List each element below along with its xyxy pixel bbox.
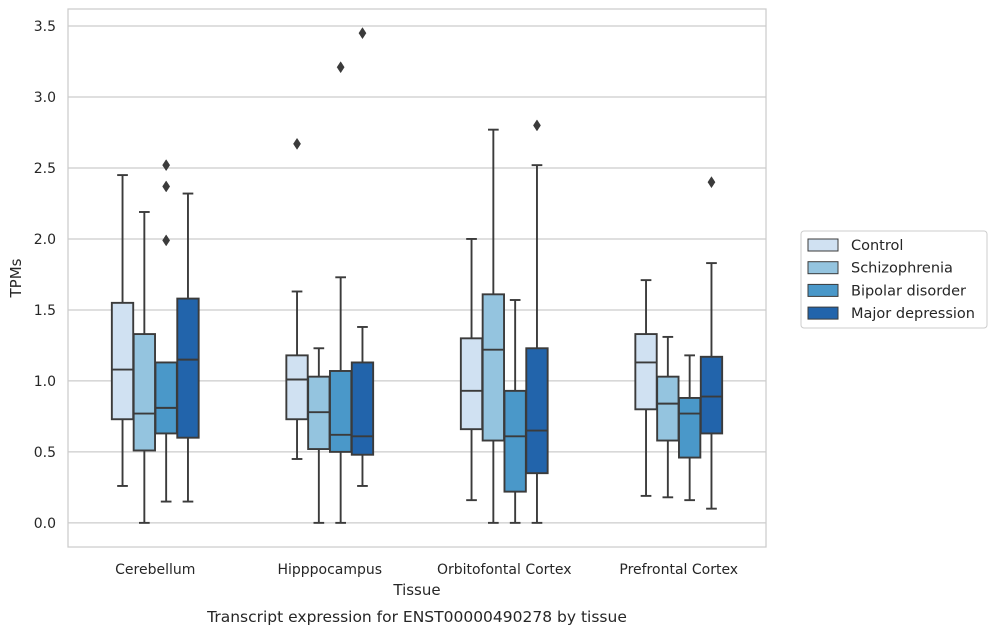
box-body	[110, 301, 135, 421]
box-body	[525, 347, 549, 475]
box-schizophrenia	[132, 211, 156, 524]
outlier-point	[162, 234, 171, 247]
box-schizophrenia	[307, 347, 331, 524]
outlier-point	[162, 180, 171, 193]
legend-label: Control	[851, 238, 903, 254]
legend-swatch	[807, 238, 839, 252]
box-bipolar-disorder	[503, 299, 527, 524]
y-axis-label: TPMs	[7, 258, 25, 298]
outlier-point	[533, 119, 541, 132]
x-axis-label: Tissue	[392, 581, 440, 599]
outlier-point	[707, 176, 716, 189]
grid-layer	[68, 25, 766, 524]
boxes-layer	[110, 27, 724, 524]
x-tick-label: Prefrontal Cortex	[619, 562, 738, 578]
box-control	[634, 279, 658, 497]
box-body	[656, 375, 680, 442]
x-tick-label: Hipppocampus	[277, 562, 382, 578]
box-body	[176, 297, 200, 439]
legend-label: Bipolar disorder	[851, 283, 966, 299]
box-bipolar-disorder	[154, 159, 178, 503]
legend-frame	[800, 230, 988, 329]
chart-caption: Transcript expression for ENST0000049027…	[206, 608, 627, 626]
y-tick-label: 3.5	[34, 19, 56, 35]
legend: Control Schizophrenia Bipolar disorder Majo…	[800, 230, 988, 329]
y-tick-label: 1.5	[34, 303, 56, 319]
box-body	[699, 355, 724, 435]
box-bipolar-disorder	[329, 61, 353, 524]
box-body	[329, 370, 353, 453]
outlier-point	[336, 61, 345, 74]
legend-swatch	[807, 306, 839, 320]
box-major-depression	[176, 192, 200, 503]
x-tick-label: Orbitofontal Cortex	[437, 562, 572, 578]
box-body	[154, 361, 178, 435]
y-tick-labels: 0.0 0.5 1.0 1.5 2.0 2.5 3.0 3.5	[34, 19, 56, 532]
y-tick-label: 1.0	[34, 374, 56, 390]
box-control	[459, 238, 484, 502]
box-major-depression	[699, 176, 724, 510]
y-tick-label: 3.0	[34, 90, 56, 106]
box-bipolar-disorder	[678, 354, 702, 502]
box-body	[481, 293, 505, 442]
x-tick-labels: Cerebellum Hipppocampus Orbitofontal Corte…	[115, 562, 738, 578]
box-body	[285, 354, 309, 421]
box-major-depression	[525, 119, 549, 524]
box-body	[459, 337, 484, 431]
box-body	[634, 333, 658, 411]
legend-swatch	[807, 283, 839, 297]
box-body	[350, 361, 375, 456]
legend-swatch	[807, 261, 839, 275]
y-tick-label: 0.5	[34, 445, 56, 461]
box-body	[503, 389, 527, 493]
box-control	[285, 137, 309, 460]
box-body	[678, 396, 702, 459]
box-schizophrenia	[481, 128, 505, 524]
x-tick-label: Cerebellum	[115, 562, 195, 578]
legend-label: Major depression	[851, 306, 975, 322]
outlier-point	[358, 27, 367, 40]
legend-items: Control Schizophrenia Bipolar disorder Majo…	[807, 238, 975, 322]
box-body	[132, 333, 156, 452]
y-tick-label: 2.5	[34, 161, 56, 177]
box-schizophrenia	[656, 335, 680, 499]
plot-frame	[67, 8, 767, 548]
outlier-point	[293, 137, 301, 150]
y-tick-label: 0.0	[34, 516, 56, 532]
y-tick-label: 2.0	[34, 232, 56, 248]
outlier-point	[162, 159, 171, 172]
box-major-depression	[350, 27, 375, 487]
legend-label: Schizophrenia	[851, 261, 953, 277]
box-control	[110, 174, 135, 487]
